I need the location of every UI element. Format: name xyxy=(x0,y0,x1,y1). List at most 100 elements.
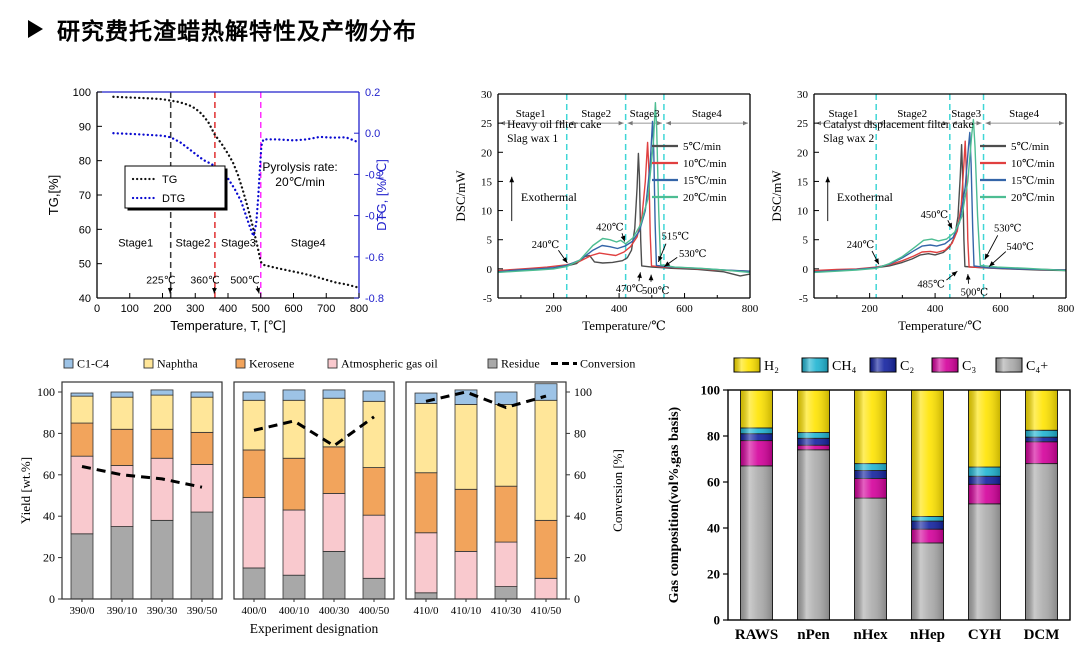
bar-segment xyxy=(854,463,887,471)
svg-text:200: 200 xyxy=(153,303,171,315)
bar-segment xyxy=(797,444,830,451)
bar-segment xyxy=(534,519,558,579)
svg-text:60: 60 xyxy=(79,224,91,236)
sample-label: Catalyst displacement filter cake Slag wa… xyxy=(823,119,973,145)
svg-text:Residue: Residue xyxy=(501,357,540,371)
svg-text:C₄+: C₄+ xyxy=(1026,359,1048,374)
svg-text:DCM: DCM xyxy=(1024,627,1060,643)
svg-text:Naphtha: Naphtha xyxy=(157,357,198,371)
bar-segment xyxy=(797,389,830,433)
svg-text:5: 5 xyxy=(803,235,809,247)
bar-segment xyxy=(968,475,1001,485)
dsc2-svg: 200 400 600 800 Temperature/℃ -5 0 5 10 15 20 25 30 D… xyxy=(769,89,1075,333)
bar-segment xyxy=(150,457,174,521)
bar-segment xyxy=(190,391,214,398)
svg-text:410/50: 410/50 xyxy=(531,605,562,617)
panel-0: 390/0 390/10 390/30 390/50 0 20 40 60 80 100 xyxy=(37,381,223,617)
panel-1: 400/0 400/10 400/30 400/50 xyxy=(233,381,395,617)
svg-text:Stage2: Stage2 xyxy=(581,108,611,120)
bar-segment xyxy=(414,592,438,600)
svg-text:20℃/min: 20℃/min xyxy=(1011,192,1055,204)
bar-segment xyxy=(854,478,887,499)
svg-text:15℃/min: 15℃/min xyxy=(1011,175,1055,187)
svg-text:100: 100 xyxy=(701,383,721,398)
bar-segment xyxy=(322,446,346,494)
y-axis-left: 40 50 60 70 80 90 100 TG,[%] xyxy=(46,87,102,305)
bar-segment xyxy=(282,389,306,401)
svg-text:360℃: 360℃ xyxy=(190,274,219,286)
legend: H₂ CH₄ C₂ C₃ C₄+ xyxy=(733,357,1048,374)
bar-segment xyxy=(911,389,944,517)
bar-segment xyxy=(414,392,438,404)
svg-text:200: 200 xyxy=(861,303,878,315)
bar-segment xyxy=(190,431,214,465)
bar-segment xyxy=(242,449,266,498)
svg-text:15℃/min: 15℃/min xyxy=(683,175,727,187)
slide-title-row: 研究费托渣蜡热解特性及产物分布 xyxy=(28,12,417,46)
svg-text:80: 80 xyxy=(43,426,55,440)
legend: 5℃/min 10℃/min 15℃/min 20℃/min xyxy=(652,141,727,204)
svg-text:225℃: 225℃ xyxy=(146,274,175,286)
svg-text:800: 800 xyxy=(1058,303,1075,315)
bar-segment xyxy=(1025,389,1058,431)
svg-text:Stage1: Stage1 xyxy=(118,238,153,250)
svg-text:nHex: nHex xyxy=(853,627,888,643)
svg-text:80: 80 xyxy=(574,426,586,440)
svg-text:Stage3: Stage3 xyxy=(630,108,660,120)
series xyxy=(112,95,361,289)
stage-arrow-line xyxy=(500,120,748,126)
bar-segment xyxy=(854,389,887,465)
svg-text:CYH: CYH xyxy=(968,627,1002,643)
svg-text:DTG: DTG xyxy=(162,193,185,205)
series-15℃/min xyxy=(497,120,751,273)
svg-text:500℃: 500℃ xyxy=(230,274,259,286)
svg-text:Stage2: Stage2 xyxy=(176,238,211,250)
svg-text:450℃: 450℃ xyxy=(921,210,949,221)
y-axis-right: 0.2 0.0 -0.2 -0.4 -0.6 -0.8 DTG, [%/℃] xyxy=(354,87,389,305)
svg-text:10℃/min: 10℃/min xyxy=(683,158,727,170)
svg-text:nHep: nHep xyxy=(910,627,945,643)
bar-segment xyxy=(282,509,306,576)
bar-segment xyxy=(190,464,214,513)
svg-text:5: 5 xyxy=(487,235,493,247)
svg-text:Temperature/℃: Temperature/℃ xyxy=(582,318,666,333)
svg-text:Atmospheric gas oil: Atmospheric gas oil xyxy=(341,357,438,371)
legend: 5℃/min 10℃/min 15℃/min 20℃/min xyxy=(980,141,1055,204)
svg-text:10: 10 xyxy=(481,206,493,218)
svg-text:600: 600 xyxy=(992,303,1009,315)
conversion-line xyxy=(81,465,203,489)
svg-text:80: 80 xyxy=(707,429,720,444)
svg-text:15: 15 xyxy=(797,176,809,188)
svg-text:60: 60 xyxy=(43,468,55,482)
svg-text:60: 60 xyxy=(707,475,720,490)
stage-labels: Stage1 Stage2 Stage3 Stage4 xyxy=(828,108,1039,120)
bar-segment xyxy=(854,470,887,480)
svg-text:540℃: 540℃ xyxy=(1006,242,1034,253)
svg-text:0: 0 xyxy=(49,592,55,606)
svg-text:-5: -5 xyxy=(483,293,493,305)
bar-segment xyxy=(740,427,773,435)
series-TG xyxy=(112,95,361,289)
bar-segment xyxy=(362,577,386,600)
bar-segment xyxy=(1025,441,1058,465)
svg-text:TG,[%]: TG,[%] xyxy=(46,175,61,215)
svg-text:5℃/min: 5℃/min xyxy=(683,141,721,153)
y-axis: 0 20 40 60 80 100 xyxy=(701,383,728,628)
svg-text:5℃/min: 5℃/min xyxy=(1011,141,1049,153)
svg-text:530℃: 530℃ xyxy=(679,249,707,260)
svg-text:Stage3: Stage3 xyxy=(951,108,981,120)
bar-segment xyxy=(534,383,558,401)
bar-segment xyxy=(362,467,386,516)
plot-frame xyxy=(813,93,1067,299)
pyrolysis-rate-note: Pyrolysis rate:20℃/min xyxy=(262,160,337,189)
svg-text:25: 25 xyxy=(481,118,493,130)
svg-text:Slag wax 1: Slag wax 1 xyxy=(507,133,558,145)
tg-dtg-chart: 0 100 200 300 400 500 600 700 800 Temperature, T,… xyxy=(45,80,393,343)
bar-segment xyxy=(70,533,94,600)
dsc1-svg: 200 400 600 800 Temperature/℃ -5 0 5 10 15 20 25 30 D… xyxy=(453,89,759,333)
bar-segment xyxy=(150,394,174,430)
x-axis: 200 400 600 800 Temperature/℃ xyxy=(836,293,1075,333)
bar-segment xyxy=(454,389,478,405)
bar-segment xyxy=(740,465,773,621)
